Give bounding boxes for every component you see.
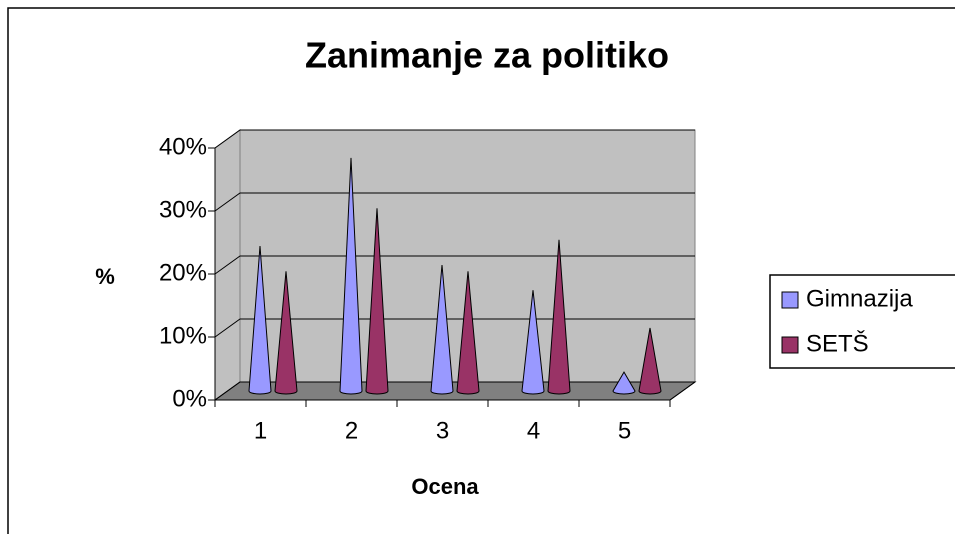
- legend-label: Gimnazija: [806, 285, 913, 312]
- cone: [339, 157, 363, 395]
- y-tick-label: 20%: [159, 259, 207, 286]
- x-tick-label: 3: [436, 417, 449, 444]
- grid-line: [214, 255, 695, 275]
- y-axis-label: %: [95, 264, 115, 289]
- y-tick-label: 40%: [159, 133, 207, 160]
- legend-swatch: [781, 336, 799, 354]
- legend-box: [769, 274, 955, 369]
- y-tick-label: 0%: [172, 385, 207, 412]
- cone: [521, 290, 545, 395]
- cone: [638, 327, 662, 395]
- cone: [430, 264, 454, 395]
- x-axis-label: Ocena: [411, 474, 479, 499]
- y-tick-label: 30%: [159, 196, 207, 223]
- grid-line: [214, 318, 695, 338]
- floor-edge: [669, 381, 696, 401]
- x-tick-label: 4: [527, 417, 540, 444]
- cone: [547, 239, 571, 395]
- y-tick-label: 10%: [159, 322, 207, 349]
- x-tick-label: 1: [254, 417, 267, 444]
- cone: [274, 271, 298, 395]
- cone: [248, 246, 272, 395]
- cone: [456, 271, 480, 395]
- legend-swatch: [781, 291, 799, 309]
- x-tick-label: 5: [618, 417, 631, 444]
- cone: [365, 208, 389, 395]
- legend-label: SETŠ: [806, 329, 869, 357]
- grid-line: [214, 192, 695, 212]
- grid-line: [214, 129, 695, 149]
- x-tick-label: 2: [345, 417, 358, 444]
- cone: [612, 371, 636, 395]
- chart-title: Zanimanje za politiko: [305, 35, 669, 76]
